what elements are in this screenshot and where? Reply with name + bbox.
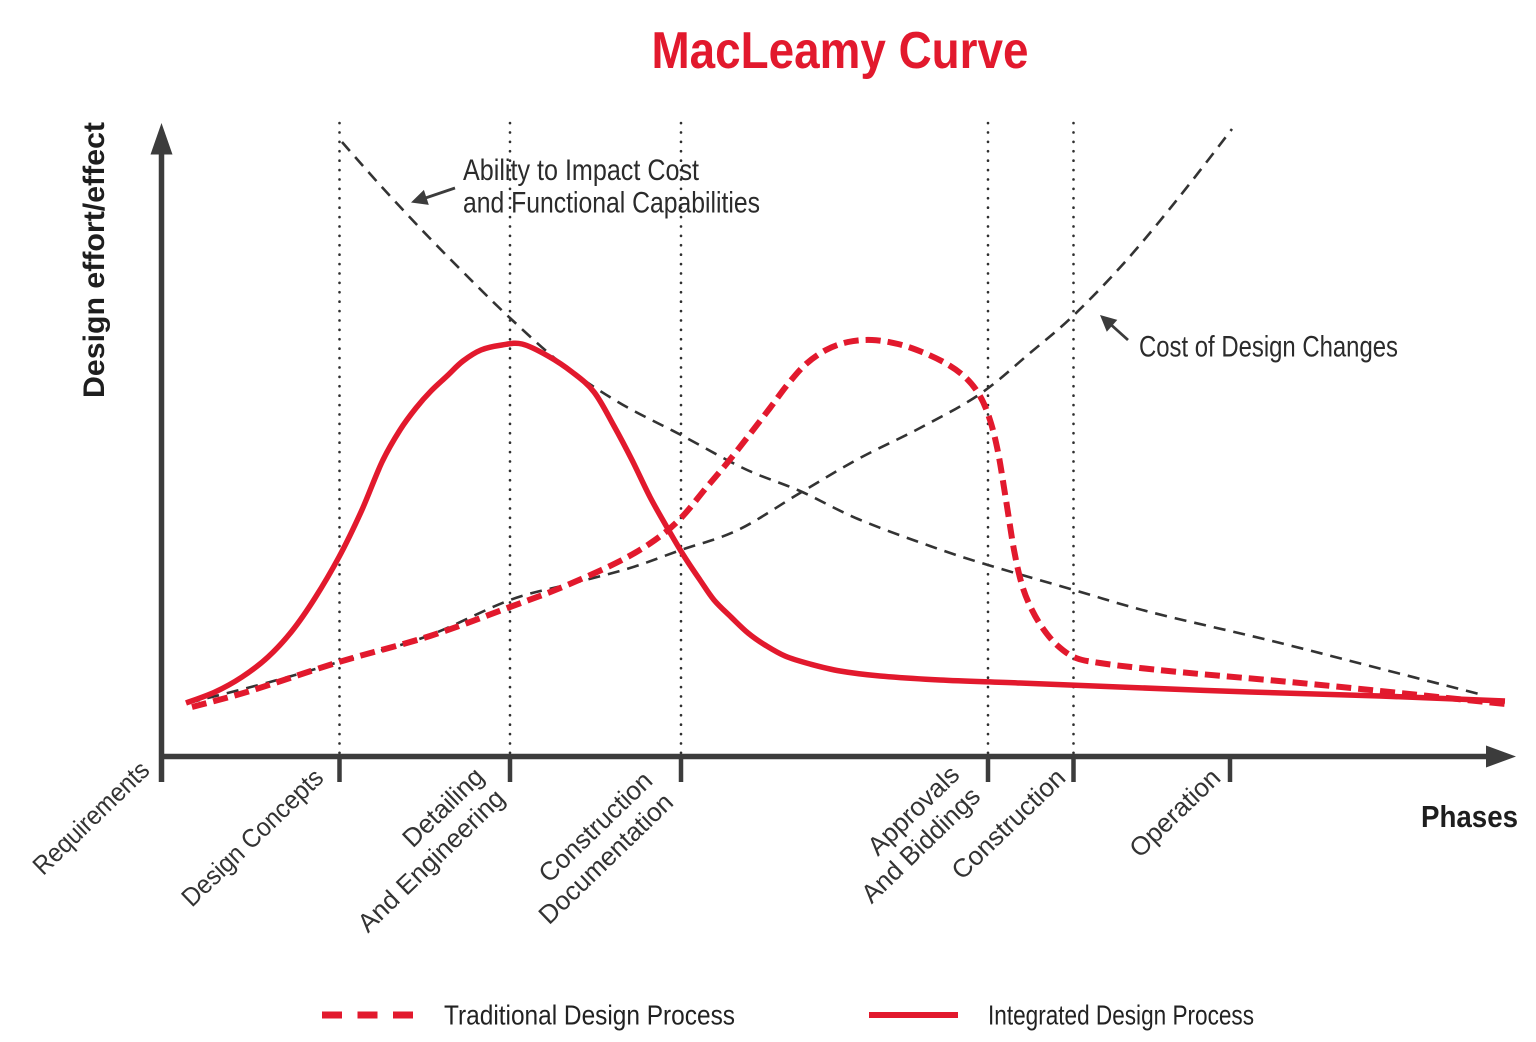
- svg-text:and Functional Capabilities: and Functional Capabilities: [463, 187, 760, 220]
- svg-text:Ability to Impact Cost: Ability to Impact Cost: [463, 154, 700, 187]
- svg-text:Cost of Design Changes: Cost of Design Changes: [1139, 331, 1398, 364]
- svg-text:Traditional Design Process: Traditional Design Process: [444, 1000, 735, 1031]
- svg-text:MacLeamy Curve: MacLeamy Curve: [652, 22, 1029, 80]
- svg-text:Design effort/effect: Design effort/effect: [78, 122, 111, 398]
- svg-text:Integrated Design Process: Integrated Design Process: [988, 1000, 1254, 1031]
- svg-text:Phases: Phases: [1421, 799, 1518, 834]
